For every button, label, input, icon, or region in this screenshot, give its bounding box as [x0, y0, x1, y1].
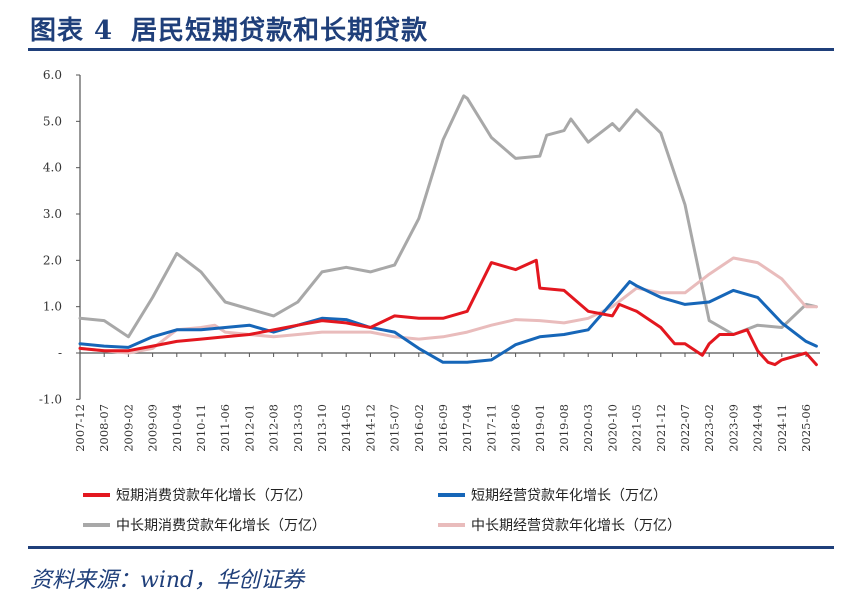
- y-tick-label: 6.0: [43, 68, 62, 82]
- x-tick-label: 2013-03: [291, 404, 305, 452]
- legend-item-short-business: 短期经营贷款年化增长（万亿）: [438, 485, 667, 505]
- x-tick-label: 2025-06: [799, 404, 813, 452]
- x-tick-label: 2016-02: [412, 404, 426, 452]
- x-tick-label: 2021-05: [630, 404, 644, 452]
- legend-label: 短期经营贷款年化增长（万亿）: [471, 488, 667, 504]
- x-tick-label: 2019-01: [533, 404, 547, 452]
- y-tick-label: 1.0: [43, 300, 62, 314]
- legend-label: 中长期经营贷款年化增长（万亿）: [471, 518, 681, 534]
- series-line-1: [78, 280, 818, 364]
- x-tick-label: 2024-04: [751, 404, 765, 452]
- x-tick-label: 2008-07: [97, 404, 111, 452]
- x-tick-label: 2007-12: [73, 404, 87, 452]
- series-line-0: [78, 258, 818, 367]
- x-tick-label: 2015-07: [388, 404, 402, 452]
- title-rule: [28, 48, 834, 51]
- x-tick-label: 2011-06: [218, 404, 232, 452]
- source-note: 资料来源：wind，华创证券: [30, 568, 305, 593]
- legend-item-short-consumer: 短期消费贷款年化增长（万亿）: [83, 485, 312, 505]
- legend-label: 短期消费贷款年化增长（万亿）: [116, 488, 312, 504]
- legend-swatch: [83, 523, 110, 527]
- x-tick-label: 2019-08: [557, 404, 571, 452]
- legend-item-long-consumer: 中长期消费贷款年化增长（万亿）: [83, 515, 326, 535]
- x-tick-label: 2010-11: [194, 404, 208, 452]
- x-tick-label: 2014-12: [363, 404, 377, 452]
- legend-item-long-business: 中长期经营贷款年化增长（万亿）: [438, 515, 681, 535]
- legend-label: 中长期消费贷款年化增长（万亿）: [116, 518, 326, 534]
- legend-swatch: [83, 493, 110, 497]
- footer-rule: [28, 546, 834, 549]
- y-tick-label: -1.0: [39, 392, 62, 406]
- y-tick-label: 3.0: [43, 207, 62, 221]
- x-tick-label: 2010-04: [170, 404, 184, 452]
- x-tick-label: 2020-10: [605, 404, 619, 452]
- x-tick-label: 2018-06: [509, 404, 523, 452]
- y-tick-label: 5.0: [43, 114, 62, 128]
- x-tick-label: 2024-11: [775, 404, 789, 452]
- legend-swatch: [438, 523, 465, 527]
- title-text: 居民短期贷款和长期贷款: [131, 16, 429, 46]
- x-tick-label: 2017-04: [460, 404, 474, 452]
- x-tick-label: 2021-12: [654, 404, 668, 452]
- x-tick-label: 2023-02: [702, 404, 716, 452]
- x-tick-label: 2014-05: [339, 404, 353, 452]
- title-prefix: 图表: [30, 16, 85, 46]
- y-tick-label: -: [58, 346, 62, 360]
- title-number: 4: [94, 16, 114, 46]
- x-tick-label: 2017-11: [484, 404, 498, 452]
- series-line-2: [78, 94, 818, 339]
- x-tick-label: 2020-03: [581, 404, 595, 452]
- chart-title: 图表 4 居民短期贷款和长期贷款: [30, 10, 428, 47]
- line-chart: 6.0 5.0 4.0 3.0 2.0 1.0 - -1.0 2007-12 2008-07 200…: [39, 68, 820, 452]
- series-line-3: [78, 256, 818, 355]
- x-tick-label: 2012-08: [267, 404, 281, 452]
- x-tick-label: 2009-09: [146, 404, 160, 452]
- y-tick-label: 2.0: [43, 253, 62, 267]
- legend-swatch: [438, 493, 465, 497]
- x-tick-label: 2009-02: [121, 404, 135, 452]
- x-tick-label: 2016-09: [436, 404, 450, 452]
- x-tick-label: 2012-01: [242, 404, 256, 452]
- y-tick-label: 4.0: [43, 161, 62, 175]
- x-tick-label: 2013-10: [315, 404, 329, 452]
- x-tick-label: 2023-09: [726, 404, 740, 452]
- x-tick-label: 2022-07: [678, 404, 692, 452]
